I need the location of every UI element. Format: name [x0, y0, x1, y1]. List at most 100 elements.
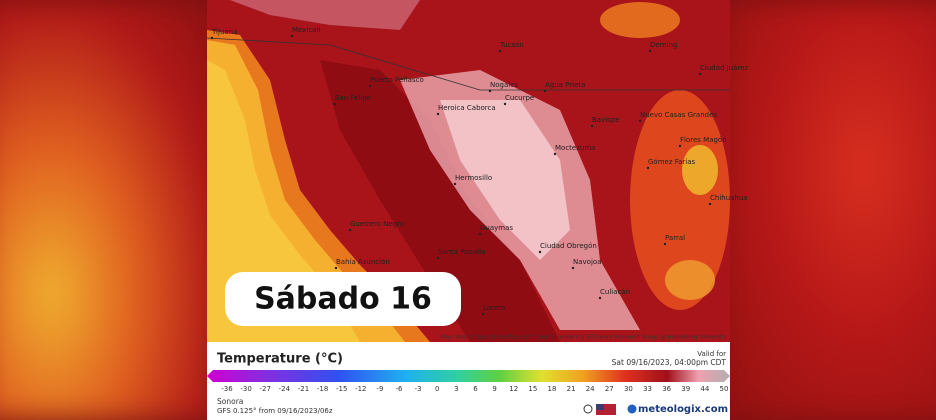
place-label: Ciudad Obregón	[540, 242, 597, 250]
place-label: Moctezuma	[555, 144, 595, 152]
scale-tick-label: -15	[336, 385, 347, 393]
place-dot	[334, 266, 338, 270]
place-dot	[543, 89, 547, 93]
scale-tick-label: 6	[473, 385, 478, 393]
scale-tick-label: -18	[317, 385, 328, 393]
scale-tick-label: -3	[415, 385, 422, 393]
place-label: Gómez Farías	[648, 158, 696, 166]
place-label: Cucurpe	[505, 94, 534, 102]
place-dot	[436, 256, 440, 260]
place-label: Agua Prieta	[545, 81, 585, 89]
brand[interactable]: meteologix.com	[638, 404, 728, 415]
place-dot	[553, 152, 557, 156]
scale-tick-label: 18	[548, 385, 557, 393]
scale-tick-label: -36	[221, 385, 233, 393]
valid-time: Sat 09/16/2023, 04:00pm CDT	[612, 358, 727, 367]
us-flag	[596, 404, 616, 415]
place-label: Parral	[665, 234, 685, 242]
blurred-background-right	[720, 0, 936, 420]
scale-tick-label: 15	[528, 385, 537, 393]
place-dot	[348, 228, 352, 232]
color-scale	[207, 370, 730, 382]
place-label: Nogales	[490, 81, 519, 89]
legend-title: Temperature (°C)	[217, 352, 343, 367]
place-label: Navojoa	[573, 258, 601, 266]
place-dot	[503, 102, 507, 106]
place-dot	[488, 89, 492, 93]
region: Sonora	[217, 397, 243, 406]
brand-logo	[627, 404, 637, 414]
scale-tick-label: 9	[492, 385, 496, 393]
place-dot	[481, 312, 485, 316]
scale-tick-label: 3	[454, 385, 458, 393]
us-flag-canton	[596, 404, 604, 410]
model-info: GFS 0.125° from 09/16/2023/06z	[217, 407, 333, 415]
place-label: Deming	[650, 41, 677, 49]
scale-tick-label: 33	[643, 385, 652, 393]
scale-tick-label: -9	[376, 385, 383, 393]
place-label: Loreto	[483, 304, 505, 312]
place-dot	[648, 49, 652, 53]
scale-tick-label: 50	[720, 385, 729, 393]
place-dot	[646, 166, 650, 170]
place-label: Santa Rosalía	[438, 248, 485, 256]
scale-tick-label: 12	[509, 385, 518, 393]
place-label: Flores Magón	[680, 136, 727, 144]
place-dot	[590, 124, 594, 128]
color-scale-ticks: -36 -30 -27 -24 -21 -18 -15 -12 -9 -6 -3 0 3 6 9 12 15 18…	[221, 385, 728, 393]
scale-tick-label: -21	[298, 385, 309, 393]
place-label: Puerto Peñasco	[370, 76, 424, 84]
place-dot	[638, 119, 642, 123]
place-dot	[698, 72, 702, 76]
scale-tick-label: 44	[700, 385, 709, 393]
place-dot	[708, 202, 712, 206]
scale-tick-label: -27	[260, 385, 271, 393]
scale-tick-label: 27	[605, 385, 614, 393]
place-dot	[598, 296, 602, 300]
place-label: Mexicali	[292, 26, 320, 34]
place-label: Tucson	[499, 41, 524, 49]
scale-tick-label: 24	[586, 385, 595, 393]
place-label: Bavispe	[592, 116, 620, 124]
blurred-background-left	[0, 0, 220, 420]
place-label: Chihuahua	[710, 194, 748, 202]
scale-tick-label: -6	[396, 385, 404, 393]
scale-tick-label: 21	[567, 385, 576, 393]
place-label: Hermosillo	[455, 174, 492, 182]
scale-tick-label: 36	[662, 385, 671, 393]
day-label: Sábado 16	[254, 282, 432, 317]
place-labels: Tijuana Mexicali Tucson Nogales Agua Prieta D…	[210, 26, 748, 316]
scale-tick-label: 0	[435, 385, 439, 393]
place-dot	[478, 232, 482, 236]
place-label: San Felipe	[335, 94, 371, 102]
scale-tick-label: 30	[624, 385, 633, 393]
place-label: Culiacán	[600, 288, 630, 296]
place-label: Heroica Caborca	[438, 104, 496, 112]
place-label: Bahía Asunción	[336, 258, 390, 266]
place-dot	[210, 36, 214, 40]
place-label: Ciudad Juárez	[700, 64, 748, 72]
place-dot	[453, 182, 457, 186]
place-dot	[333, 102, 337, 106]
search-icon[interactable]	[583, 404, 593, 414]
place-dot	[290, 34, 294, 38]
place-dot	[368, 84, 372, 88]
place-dot	[663, 242, 667, 246]
place-label: Nuevo Casas Grandes	[640, 111, 717, 119]
scale-tick-label: -24	[279, 385, 291, 393]
valid-label: Valid for	[697, 350, 726, 358]
map-attribution: Map data © OpenStreetMap contributors, r…	[441, 334, 728, 341]
scale-tick-label: -30	[240, 385, 251, 393]
place-dot	[571, 266, 575, 270]
place-dot	[498, 49, 502, 53]
scale-tick-label: 39	[681, 385, 690, 393]
place-label: Guaymas	[480, 224, 513, 232]
day-label-box	[225, 272, 461, 326]
place-dot	[678, 144, 682, 148]
scale-tick-label: -12	[355, 385, 366, 393]
place-label: Guerrero Negro	[350, 220, 404, 228]
place-dot	[538, 250, 542, 254]
map	[207, 0, 730, 342]
